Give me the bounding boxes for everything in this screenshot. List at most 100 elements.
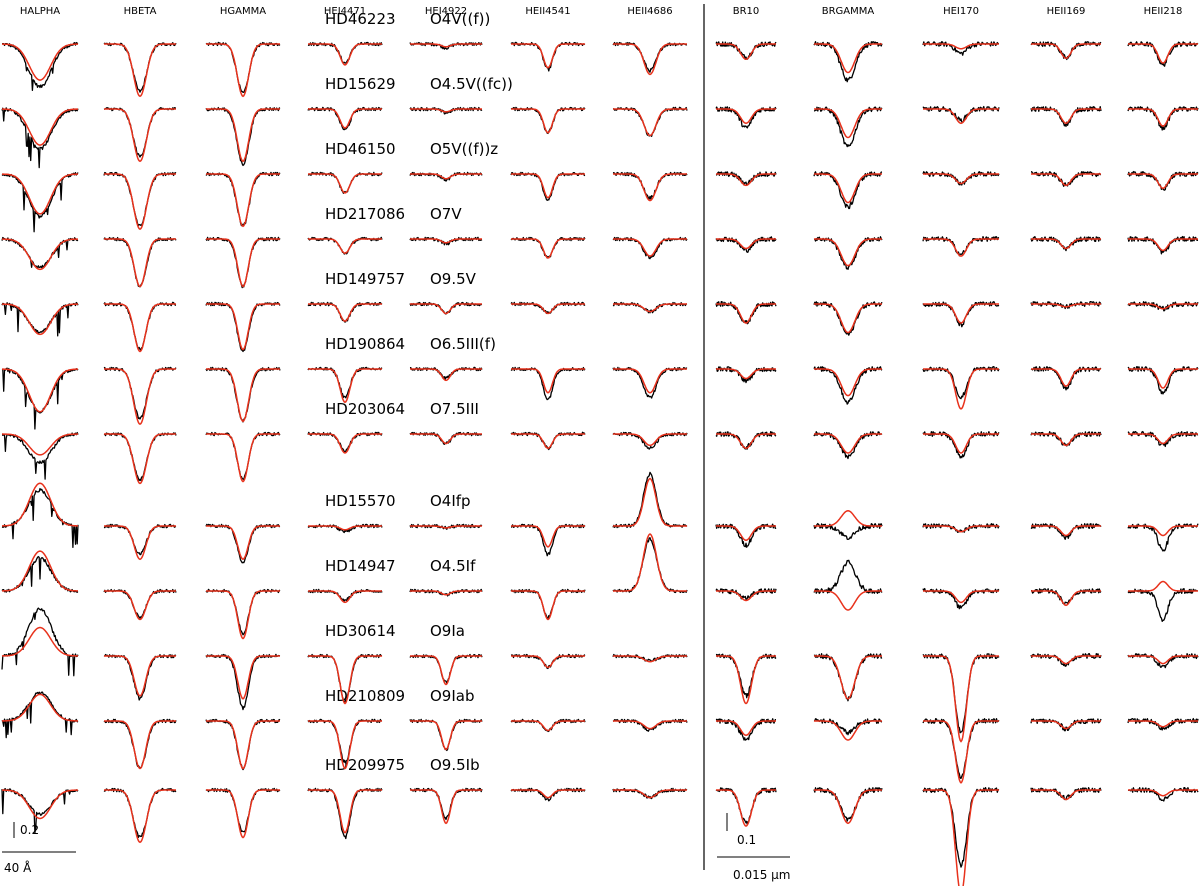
observed-spectrum	[1, 236, 79, 269]
model-spectrum	[613, 433, 687, 447]
observed-spectrum	[1, 172, 79, 233]
model-spectrum	[613, 108, 687, 137]
model-spectrum	[1128, 173, 1198, 190]
model-spectrum	[104, 173, 176, 230]
model-spectrum	[716, 173, 776, 187]
profile-hd14947-heii4541	[510, 588, 586, 621]
model-spectrum	[1128, 368, 1198, 389]
profile-hd190864-hbeta	[103, 366, 177, 425]
model-spectrum	[410, 368, 482, 382]
observed-spectrum	[307, 366, 383, 399]
model-spectrum	[2, 368, 78, 413]
model-spectrum	[1, 789, 79, 820]
profile-hd46223-br10	[715, 41, 777, 61]
profile-hd209975-heii4541	[510, 787, 586, 802]
observed-spectrum	[612, 106, 688, 137]
model-spectrum	[923, 368, 999, 410]
model-spectrum	[923, 43, 999, 50]
profile-hd203064-halpha	[1, 431, 79, 480]
observed-spectrum	[205, 523, 281, 564]
observed-spectrum	[1030, 718, 1102, 732]
observed-spectrum	[510, 366, 586, 401]
profile-hd15629-hei4922	[409, 106, 483, 115]
observed-spectrum	[205, 41, 281, 94]
profile-hd203064-hei4471	[307, 431, 383, 454]
model-spectrum	[1031, 433, 1101, 447]
profile-hd209975-hei4471	[307, 787, 383, 840]
observed-spectrum	[103, 107, 176, 158]
model-spectrum	[613, 368, 687, 394]
profile-hd14947-hbeta	[103, 588, 177, 621]
observed-spectrum	[813, 431, 883, 460]
observed-spectrum	[103, 301, 177, 351]
profile-hd15629-hgamma	[205, 106, 281, 167]
model-spectrum	[613, 173, 687, 202]
model-spectrum	[1, 626, 79, 657]
profile-hd15570-heii4541	[510, 523, 586, 557]
observed-spectrum	[922, 587, 1000, 610]
profile-hd210809-halpha	[1, 691, 79, 739]
profile-hd210809-hei170	[922, 718, 1000, 784]
profile-hd203064-brgamma	[813, 431, 883, 460]
observed-spectrum	[612, 471, 688, 529]
observed-spectrum	[612, 41, 688, 73]
observed-spectrum	[409, 787, 483, 821]
model-spectrum	[206, 433, 280, 483]
model-spectrum	[308, 238, 382, 255]
model-spectrum	[1, 693, 79, 722]
model-spectrum	[511, 238, 585, 259]
column-header-hei170: HEI170	[943, 6, 979, 17]
model-spectrum	[410, 590, 482, 596]
profile-hd190864-heii4541	[510, 366, 586, 401]
observed-spectrum	[715, 171, 777, 186]
model-spectrum	[923, 433, 999, 454]
profile-hd15629-halpha	[1, 107, 79, 169]
spectral-type-hd210809: O9Iab	[430, 687, 475, 705]
observed-spectrum	[205, 787, 281, 833]
profile-hd14947-halpha	[1, 550, 79, 593]
model-spectrum	[1031, 789, 1101, 801]
observed-spectrum	[307, 236, 383, 255]
model-spectrum	[511, 368, 585, 394]
profile-hd217086-br10	[715, 236, 777, 253]
profile-hd15629-hei4471	[307, 106, 383, 131]
model-spectrum	[923, 525, 999, 533]
model-spectrum	[206, 108, 280, 163]
model-spectrum	[716, 108, 776, 125]
model-spectrum	[613, 720, 687, 730]
column-header-brgamma: BRGAMMA	[822, 6, 875, 17]
profile-hd203064-hei4922	[409, 431, 482, 445]
model-spectrum	[716, 433, 776, 450]
observed-spectrum	[205, 236, 281, 289]
profile-hd46223-hgamma	[205, 41, 281, 98]
observed-spectrum	[1127, 301, 1199, 312]
model-spectrum	[1031, 720, 1101, 730]
profile-hd15570-heii218	[1127, 523, 1199, 552]
profile-hd190864-hei170	[922, 366, 1000, 410]
profile-hd149757-halpha	[1, 301, 79, 337]
profile-hd190864-brgamma	[813, 366, 883, 405]
model-spectrum	[410, 173, 482, 180]
optical-scale-bar: 0.2 40 Å	[2, 822, 76, 875]
model-spectrum	[613, 303, 687, 313]
observed-spectrum	[1, 487, 79, 548]
observed-spectrum	[205, 366, 281, 423]
model-spectrum	[814, 108, 882, 139]
model-spectrum	[1031, 655, 1101, 665]
profile-hd209975-halpha	[1, 788, 79, 834]
observed-spectrum	[1, 431, 79, 480]
profile-hd190864-hei4471	[307, 366, 383, 404]
profile-hd14947-heii169	[1031, 588, 1102, 607]
model-spectrum	[410, 720, 482, 751]
observed-spectrum	[1, 555, 79, 593]
profile-hd14947-hei170	[922, 587, 1000, 610]
profile-hd203064-hbeta	[103, 432, 177, 485]
model-spectrum	[2, 238, 78, 271]
profile-hd190864-heii4686	[612, 366, 688, 399]
profile-hd15629-heii218	[1127, 106, 1199, 131]
star-name-hd209975: HD209975	[325, 756, 405, 774]
observed-spectrum	[1127, 523, 1199, 552]
model-spectrum	[410, 525, 482, 529]
observed-spectrum	[205, 718, 281, 771]
profile-hd14947-hei4471	[307, 588, 383, 604]
